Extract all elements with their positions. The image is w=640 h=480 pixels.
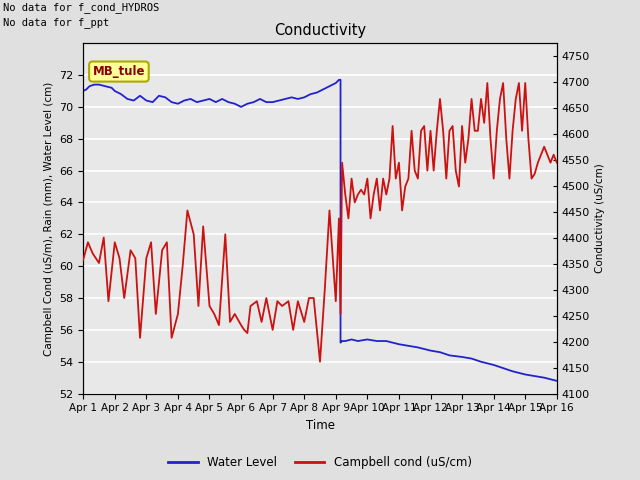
Legend: Water Level, Campbell cond (uS/cm): Water Level, Campbell cond (uS/cm) bbox=[163, 452, 477, 474]
Y-axis label: Conductivity (uS/cm): Conductivity (uS/cm) bbox=[595, 164, 605, 273]
Text: No data for f_ppt: No data for f_ppt bbox=[3, 17, 109, 28]
Text: No data for f_cond_HYDROS: No data for f_cond_HYDROS bbox=[3, 2, 159, 13]
Y-axis label: Campbell Cond (uS/m), Rain (mm), Water Level (cm): Campbell Cond (uS/m), Rain (mm), Water L… bbox=[44, 81, 54, 356]
Title: Conductivity: Conductivity bbox=[274, 23, 366, 38]
X-axis label: Time: Time bbox=[305, 419, 335, 432]
Text: MB_tule: MB_tule bbox=[93, 65, 145, 78]
